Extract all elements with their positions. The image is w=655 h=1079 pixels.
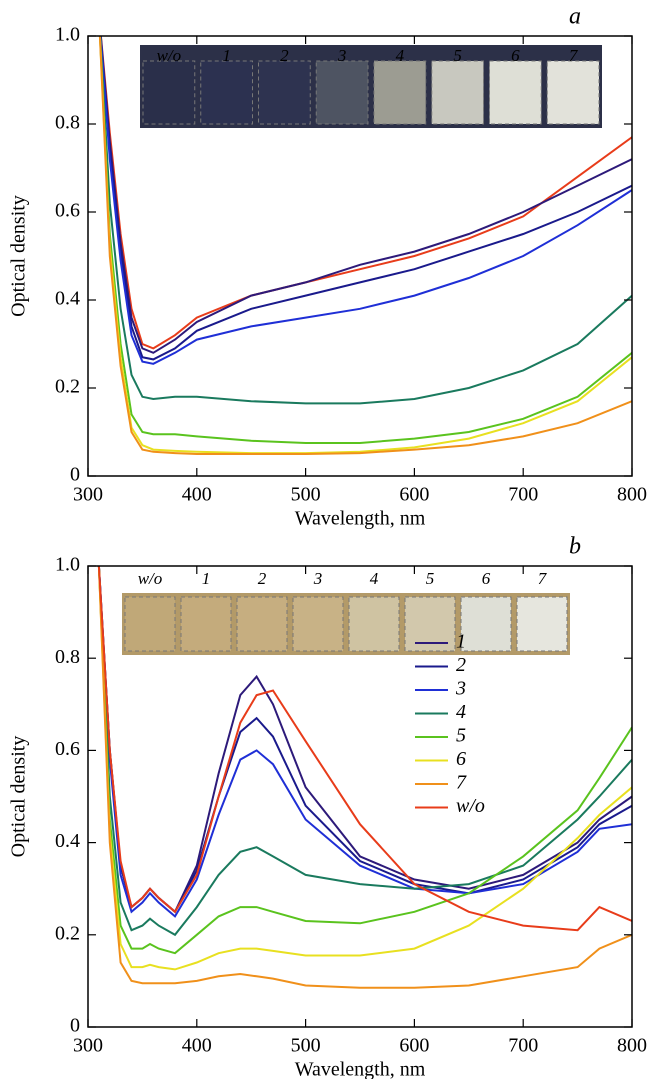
y-tick-label: 0.6 (55, 738, 80, 760)
series-line (97, 566, 632, 955)
sample-square (258, 60, 311, 125)
inset-label: 2 (258, 569, 267, 588)
sample-square (292, 596, 344, 652)
series-line (97, 566, 632, 918)
y-tick-label: 0.6 (55, 200, 80, 222)
inset-label: 3 (337, 46, 347, 65)
legend-label: w/o (456, 795, 485, 817)
inset-label: 2 (280, 46, 289, 65)
inset-label: 5 (426, 569, 435, 588)
sample-square (315, 60, 369, 125)
y-tick-label: 0.8 (55, 646, 80, 668)
y-axis-label: Optical density (8, 736, 30, 858)
x-tick-label: 800 (617, 1035, 647, 1057)
x-tick-label: 500 (291, 1035, 321, 1057)
sample-square (546, 60, 600, 125)
legend-label: 2 (456, 654, 466, 676)
inset-label: 6 (482, 569, 491, 588)
y-tick-label: 1.0 (55, 24, 80, 46)
legend-label: 4 (456, 701, 466, 723)
sample-square (236, 596, 288, 652)
inset-label: 6 (511, 46, 520, 65)
series-line (99, 36, 632, 361)
x-tick-label: 600 (399, 484, 429, 506)
sample-square (142, 60, 196, 125)
sample-square (373, 60, 427, 125)
inset-label: 4 (396, 46, 405, 65)
y-tick-label: 0 (70, 464, 80, 486)
legend-label: 7 (456, 772, 467, 794)
sample-square (180, 596, 232, 652)
series-line (98, 36, 632, 455)
sample-square (489, 60, 542, 125)
y-tick-label: 0.2 (55, 922, 80, 944)
series-line (98, 36, 632, 455)
plot-frame (87, 565, 633, 1028)
inset-label: 1 (202, 569, 211, 588)
y-tick-label: 0 (70, 1015, 80, 1037)
y-tick-label: 0.4 (55, 288, 80, 310)
sample-square (431, 60, 484, 125)
legend-label: 6 (456, 748, 466, 770)
series-line (98, 36, 632, 444)
x-axis-label: Wavelength, nm (295, 1059, 426, 1079)
x-tick-label: 800 (617, 484, 647, 506)
sample-square (460, 596, 512, 652)
sample-square (124, 596, 176, 652)
inset-label: 7 (538, 569, 548, 588)
x-tick-label: 300 (73, 1035, 103, 1057)
plot-frame (87, 35, 633, 477)
panel-label: b (569, 534, 581, 560)
x-tick-label: 600 (399, 1035, 429, 1057)
x-axis-label: Wavelength, nm (295, 508, 426, 530)
inset-label: 7 (569, 46, 579, 65)
series-line (97, 566, 632, 971)
series-line (97, 566, 632, 989)
y-tick-label: 0.4 (55, 830, 80, 852)
x-tick-label: 500 (291, 484, 321, 506)
series-line (99, 36, 632, 405)
series-line (97, 566, 632, 937)
inset-label: w/o (138, 569, 163, 588)
x-tick-label: 400 (182, 1035, 212, 1057)
legend-label: 5 (456, 725, 466, 747)
sample-square (348, 596, 400, 652)
x-tick-label: 300 (73, 484, 103, 506)
legend-label: 1 (456, 631, 466, 653)
inset-label: 5 (453, 46, 462, 65)
y-axis-label: Optical density (8, 195, 30, 317)
plot-lines (98, 36, 632, 455)
x-tick-label: 700 (508, 484, 538, 506)
series-line (99, 36, 632, 350)
x-tick-label: 400 (182, 484, 212, 506)
legend-label: 3 (455, 678, 466, 700)
inset-label: 1 (222, 46, 231, 65)
series-line (97, 566, 632, 932)
plot-lines (97, 566, 632, 989)
inset-label: w/o (157, 46, 182, 65)
x-tick-label: 700 (508, 1035, 538, 1057)
series-line (99, 36, 632, 354)
sample-square (200, 60, 253, 125)
y-tick-label: 0.8 (55, 112, 80, 134)
series-line (99, 36, 632, 365)
y-tick-label: 1.0 (55, 554, 80, 576)
sample-square (516, 596, 568, 652)
y-tick-label: 0.2 (55, 376, 80, 398)
inset-label: 3 (313, 569, 323, 588)
inset-label: 4 (370, 569, 379, 588)
panel-label: a (569, 4, 581, 30)
